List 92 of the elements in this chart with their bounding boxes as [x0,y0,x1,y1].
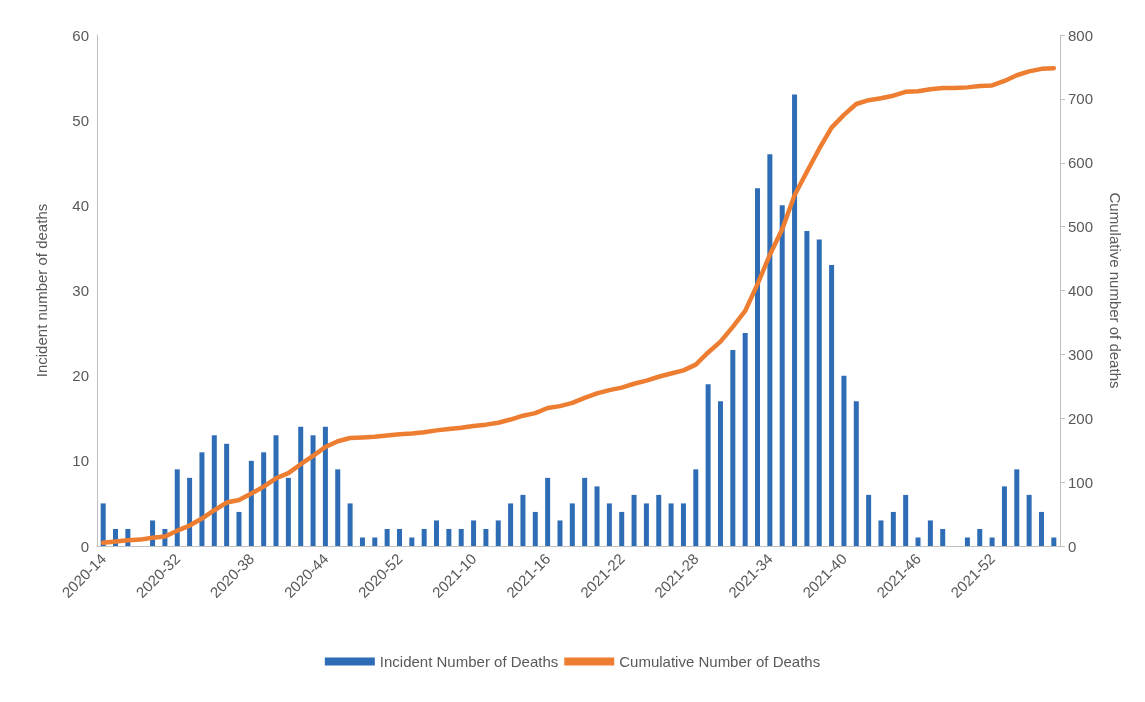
bar [224,443,230,546]
bar [792,94,798,546]
bar [1014,469,1020,546]
y2-tick-label: 600 [1068,154,1094,172]
bar [359,537,365,546]
bar [409,537,415,546]
bar [261,452,267,546]
y2-tick-label: 200 [1068,409,1094,427]
bar [631,494,637,546]
y2-tick-label: 800 [1068,26,1094,44]
bar [273,435,279,546]
y-tick-label: 0 [80,537,89,555]
bar [767,154,773,546]
bar [1038,511,1044,546]
bar [372,537,378,546]
line-series [100,65,1057,546]
bar [322,426,328,546]
bar [779,205,785,546]
y-tick-label: 20 [72,367,89,385]
bar [421,528,427,546]
bar [940,528,946,546]
y-tick-label: 60 [72,26,89,44]
bar [878,520,884,546]
bar [310,435,316,546]
bar [989,537,995,546]
bar [532,511,538,546]
bar [508,503,514,546]
bar [187,477,193,546]
bar [680,503,686,546]
bar [236,511,242,546]
bar [582,477,588,546]
bar [335,469,341,546]
bar [816,239,822,546]
bar [866,494,872,546]
bar [199,452,205,546]
bar [927,520,933,546]
y2-tick-label: 0 [1068,537,1077,555]
bar [977,528,983,546]
bar [853,401,859,546]
bar [298,426,304,546]
bar [384,528,390,546]
bar [705,384,711,546]
bar [285,477,291,546]
y2-tick-label: 300 [1068,345,1094,363]
bar [594,486,600,546]
y2-tick-label: 400 [1068,282,1094,299]
bar [730,350,736,546]
y2-tick-label: 700 [1068,90,1094,108]
bar [668,503,674,546]
bar [841,375,847,546]
bar [396,528,402,546]
bar [742,333,748,546]
bar [1001,486,1007,546]
bar [619,511,625,546]
bar [656,494,662,546]
bar [174,469,180,546]
bar [643,503,649,546]
bar [915,537,921,546]
bar [471,520,477,546]
y-tick-label: 40 [72,196,89,214]
bar [1051,537,1057,546]
bar [964,537,970,546]
y-tick-label: 30 [72,282,89,299]
bar [804,230,810,546]
bar [434,520,440,546]
bar [569,503,575,546]
bar [693,469,699,546]
bar [606,503,612,546]
bar [520,494,526,546]
bar [755,188,761,546]
y-tick-label: 10 [72,452,89,470]
bar [458,528,464,546]
bar [347,503,353,546]
bar [495,520,501,546]
bar [890,511,896,546]
bar [717,401,723,546]
y2-axis-title: Cumulative number of deaths [1107,192,1124,389]
bar [557,520,563,546]
bar [829,264,835,546]
y-tick-label: 50 [72,111,89,129]
bar [483,528,489,546]
y2-tick-label: 100 [1068,473,1094,491]
y2-tick-label: 500 [1068,218,1094,236]
y-axis-title: Incident number of deaths [33,203,50,378]
legend-label: Cumulative Number of Deaths [619,653,821,670]
bar [545,477,551,546]
bar [1026,494,1032,546]
bar [903,494,909,546]
bar [446,528,452,546]
legend-label: Incident Number of Deaths [379,653,559,670]
bar [211,435,217,546]
bar [248,460,254,546]
